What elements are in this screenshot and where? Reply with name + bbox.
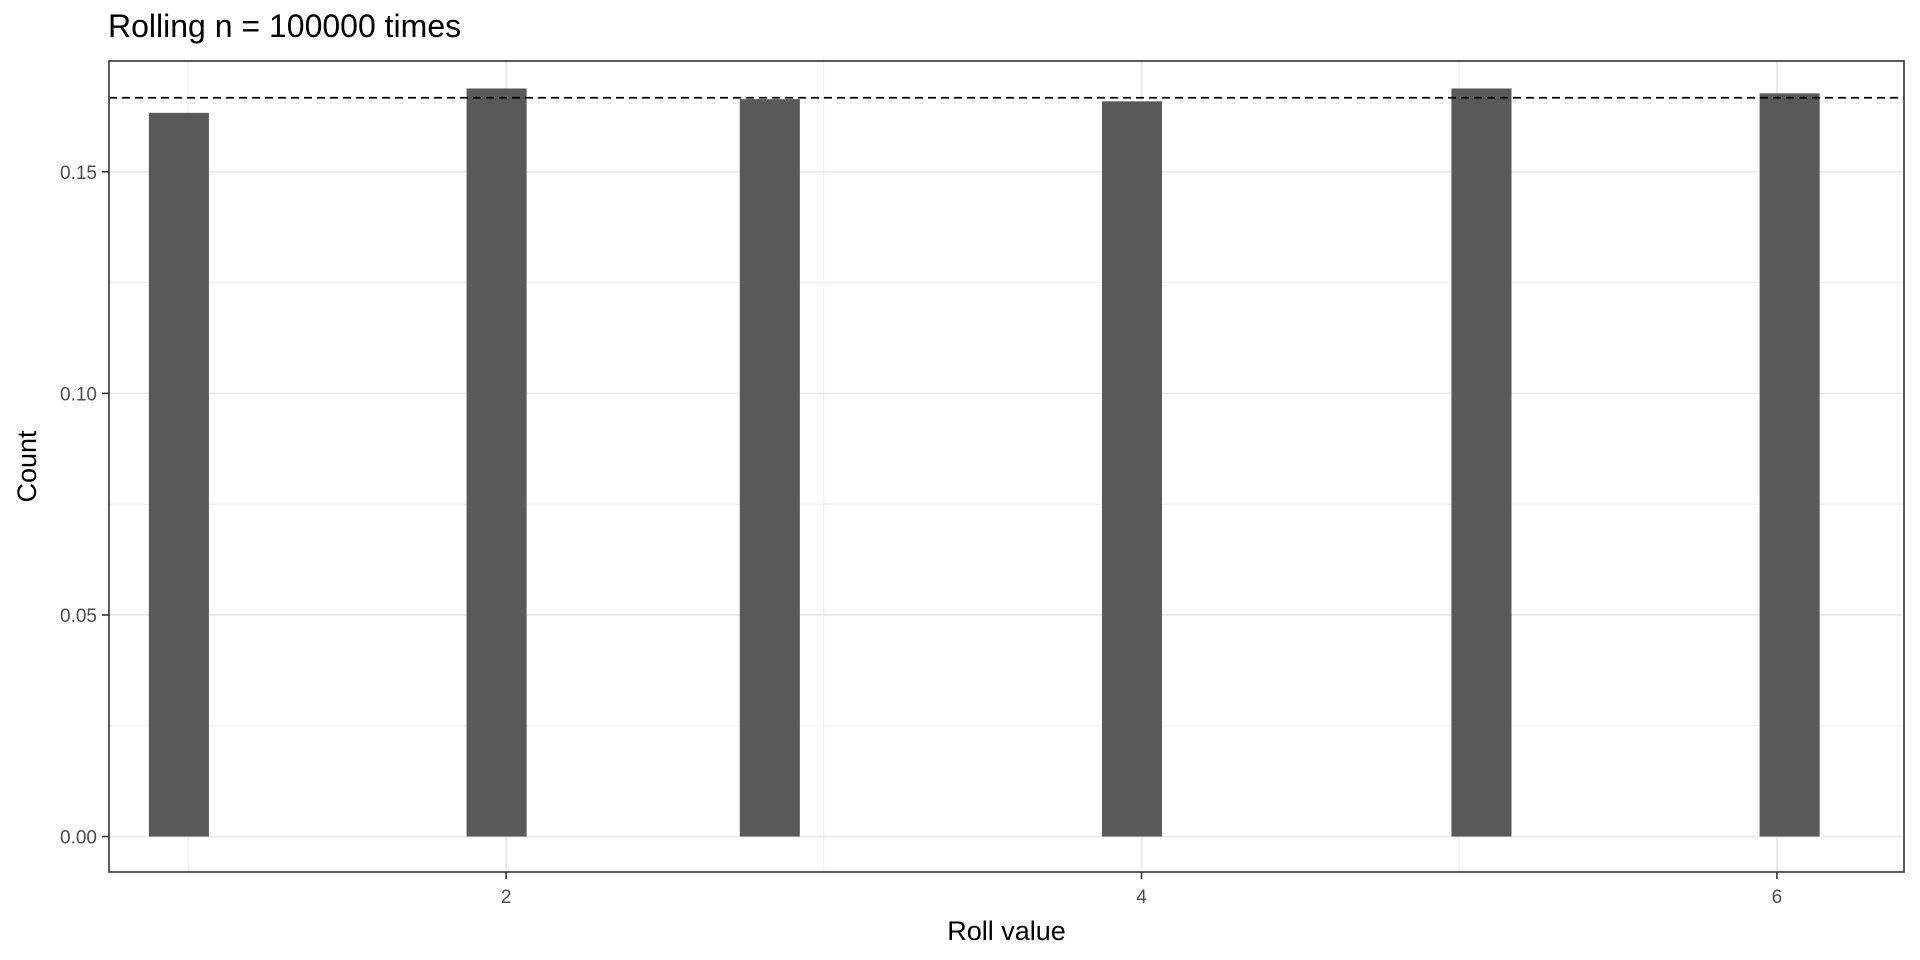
y-tick-label: 0.00	[60, 828, 97, 849]
x-tick-label: 2	[501, 887, 512, 908]
y-tick-label: 0.15	[60, 163, 97, 184]
y-axis-title: Count	[12, 430, 42, 503]
y-tick-label: 0.05	[60, 606, 97, 627]
plot-panel-border	[108, 60, 1905, 873]
bar	[1759, 93, 1820, 837]
bar	[1451, 88, 1512, 837]
bars	[148, 88, 1820, 837]
x-axis: 2 4 6	[501, 872, 1782, 908]
y-axis: 0.00 0.05 0.10 0.15	[60, 163, 109, 849]
bar	[148, 112, 209, 837]
y-tick-label: 0.10	[60, 384, 97, 405]
bar	[739, 99, 800, 837]
x-tick-label: 6	[1772, 887, 1783, 908]
chart-title: Rolling n = 100000 times	[108, 8, 462, 44]
x-tick-label: 4	[1136, 887, 1147, 908]
minor-gridlines	[109, 61, 1904, 872]
x-axis-title: Roll value	[947, 916, 1066, 946]
bar	[1101, 101, 1163, 837]
major-gridlines	[109, 61, 1904, 872]
bar	[466, 88, 527, 837]
